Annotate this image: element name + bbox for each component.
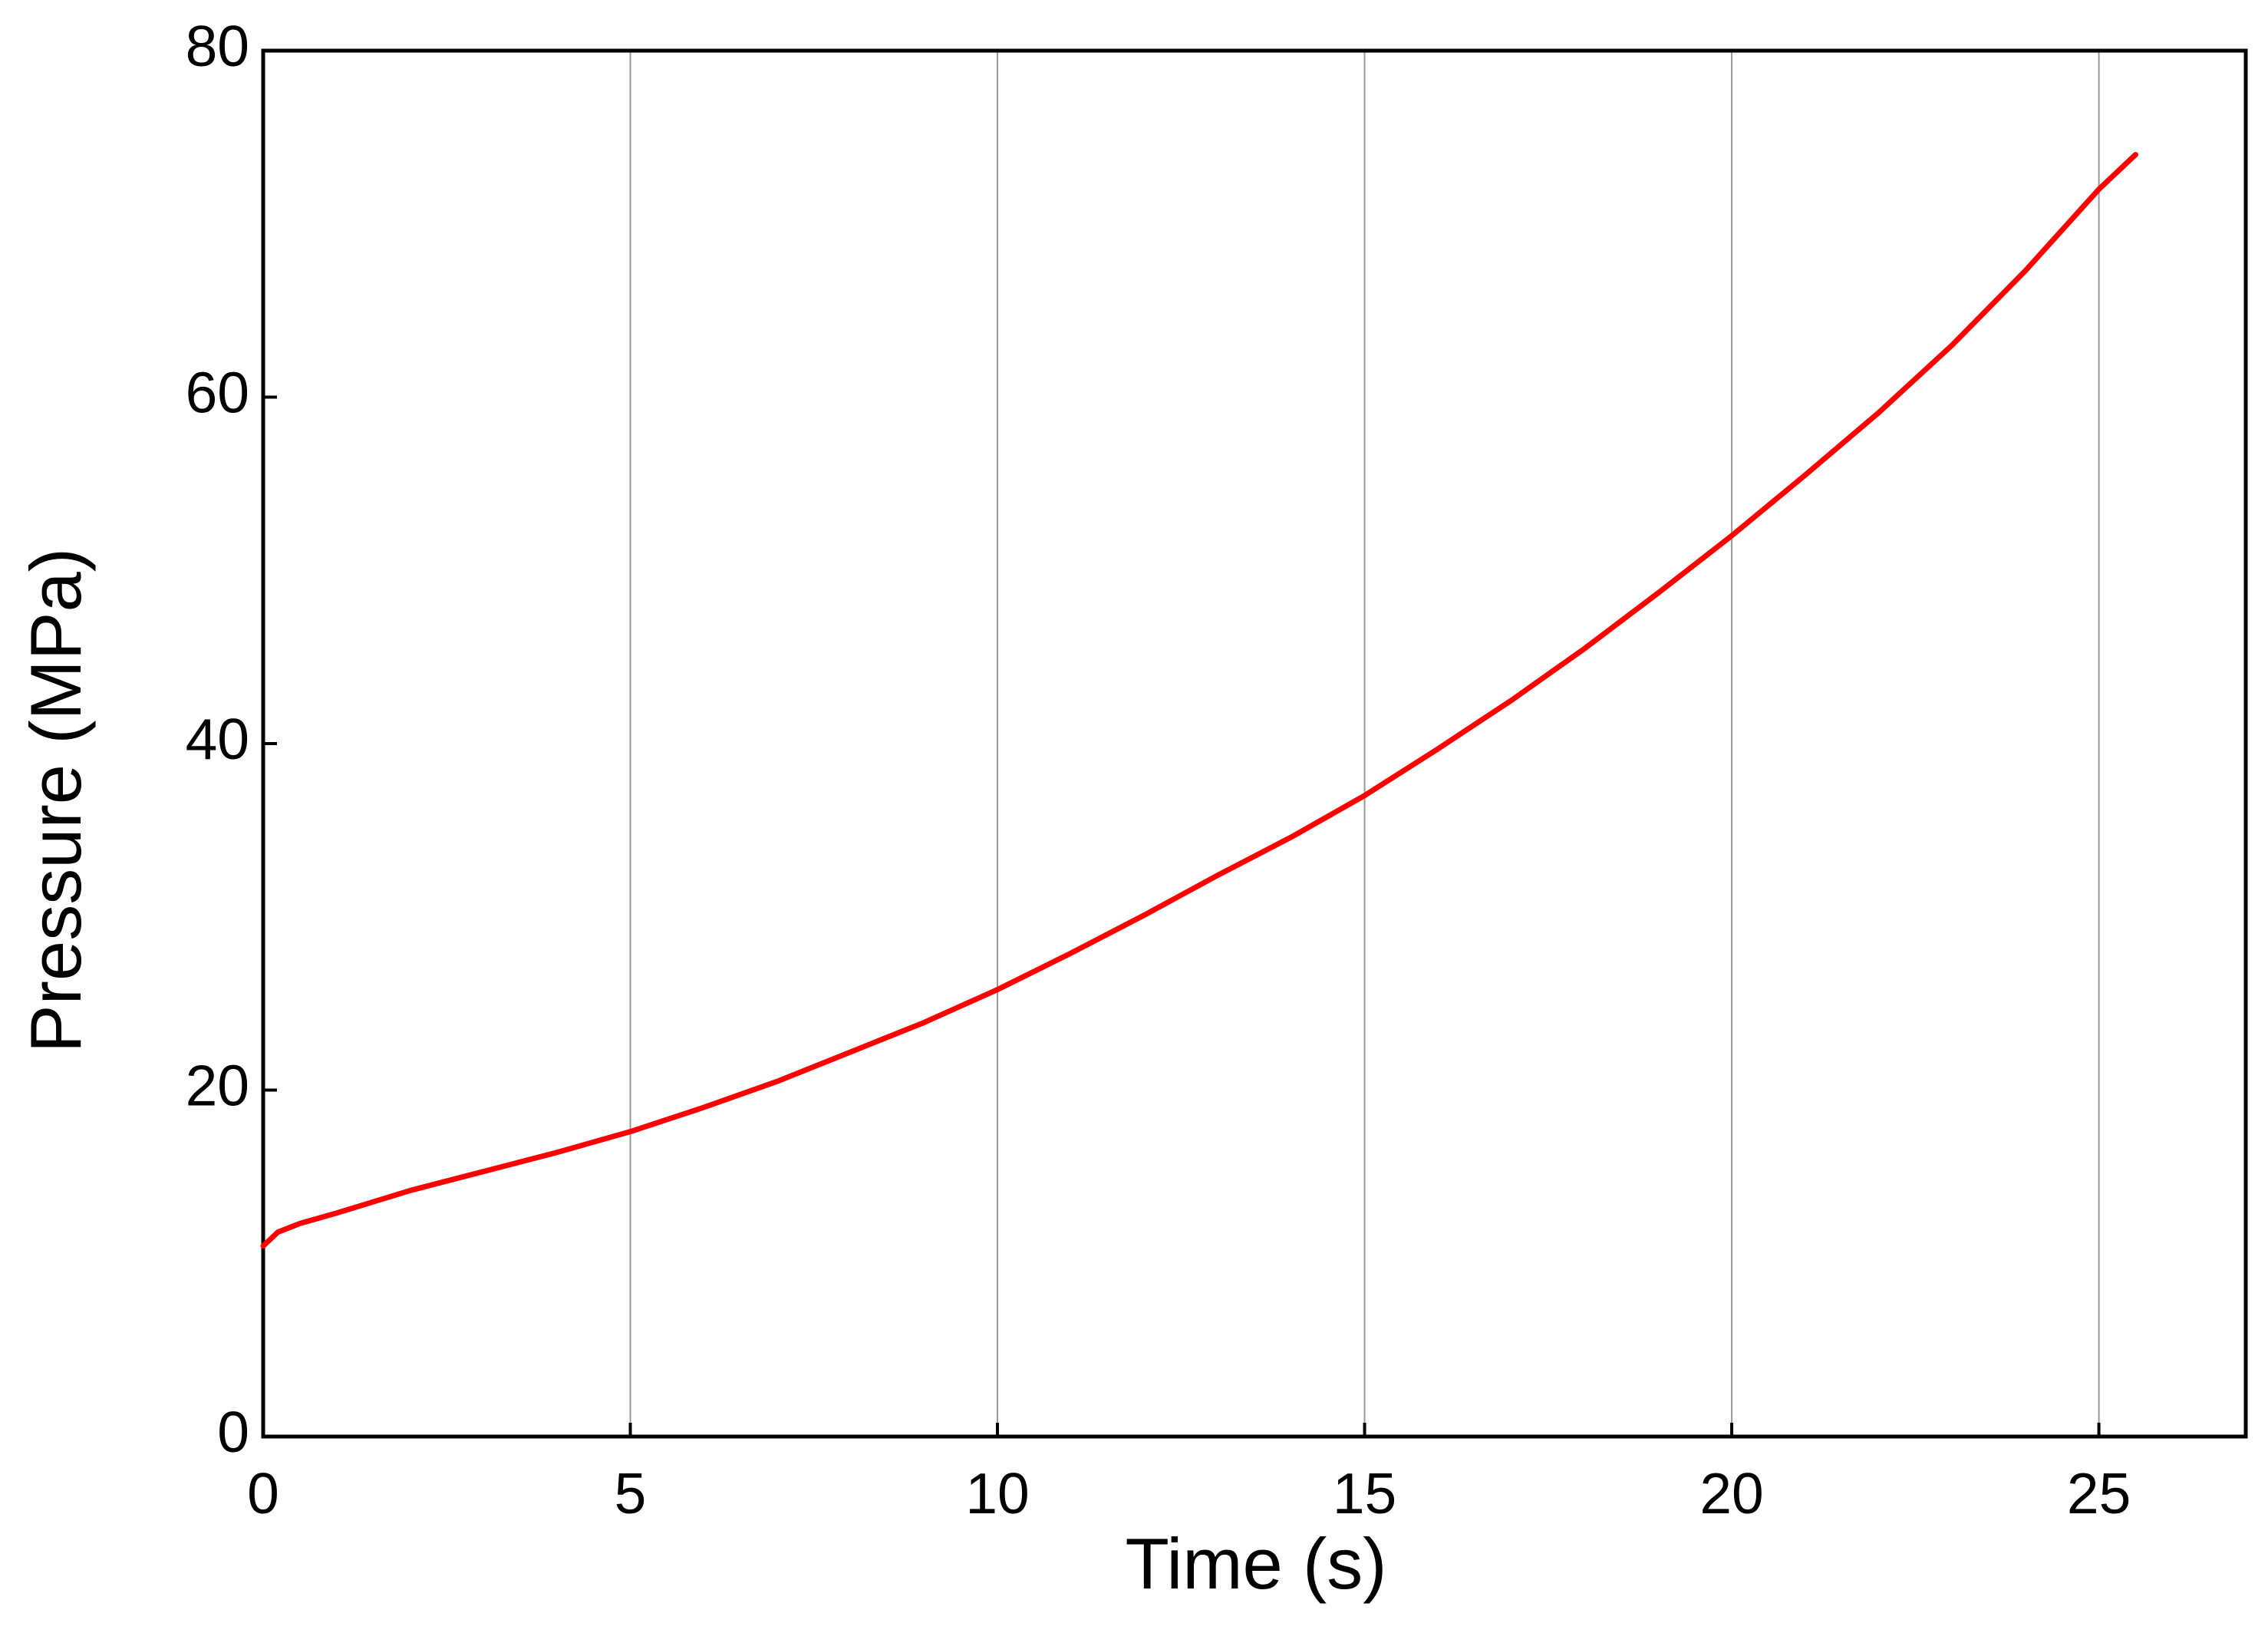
data-line (260, 151, 2138, 1249)
x-tick-label: 25 (2067, 1461, 2131, 1526)
x-tick-label: 20 (1699, 1461, 1763, 1526)
y-tick-label: 40 (186, 707, 249, 771)
y-tick-label: 80 (186, 14, 249, 78)
x-axis-label: Time (s) (1125, 1523, 1386, 1604)
y-tick-label: 20 (186, 1053, 249, 1117)
y-tick-label: 60 (186, 360, 249, 424)
x-tick-label: 15 (1333, 1461, 1396, 1526)
x-tick-label: 5 (615, 1461, 647, 1526)
x-tick-label: 0 (247, 1461, 279, 1526)
y-axis-label: Pressure (MPa) (15, 548, 96, 1053)
plot-frame (261, 48, 2248, 1439)
y-tick-label: 0 (217, 1400, 249, 1464)
x-tick-label: 10 (965, 1461, 1029, 1526)
